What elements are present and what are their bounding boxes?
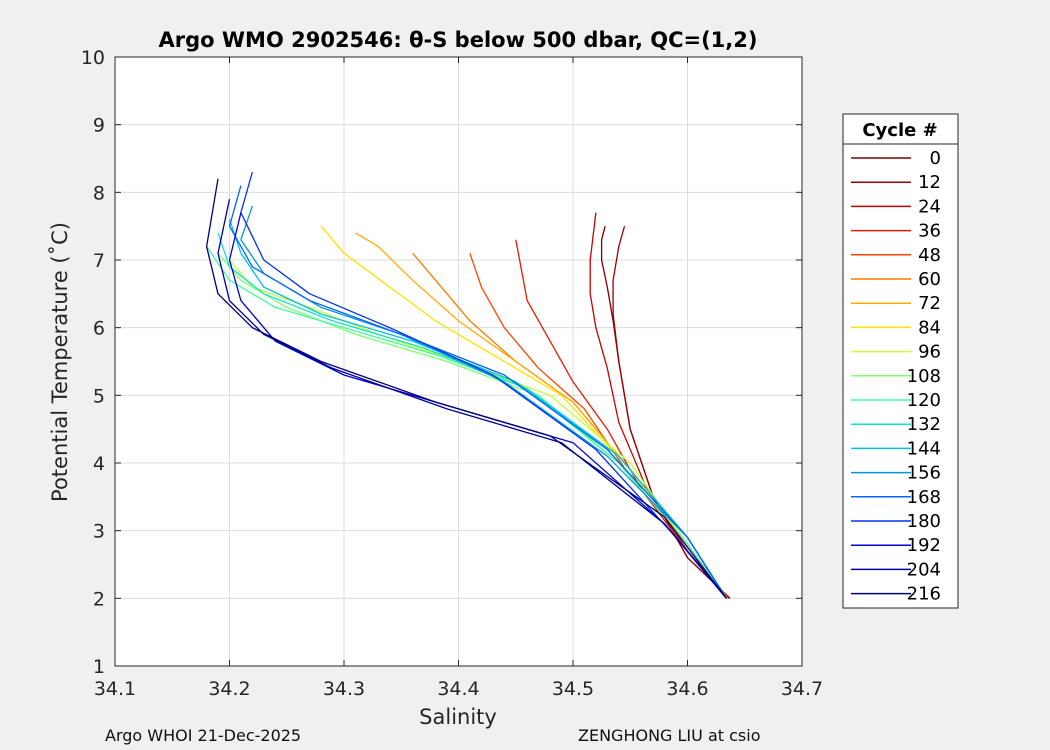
legend-label: 120 — [907, 390, 941, 411]
legend-label: 60 — [918, 269, 941, 290]
ticks: 34.1 34.2 34.3 34.4 34.5 34.6 34.7 1 2 3 4 5 6 7 8 9 10 — [81, 47, 823, 700]
legend: Cycle # 0 12 24 36 48 60 72 84 96 108 120 132 144 156… — [842, 113, 959, 609]
x-tick-label: 34.7 — [781, 678, 823, 700]
y-tick-label: 2 — [93, 588, 105, 610]
y-tick-label: 6 — [93, 318, 105, 340]
x-tick-label: 34.3 — [323, 678, 365, 700]
legend-label: 0 — [930, 148, 941, 169]
legend-label: 180 — [907, 511, 941, 532]
series-line-cycle-192 — [228, 212, 727, 599]
footer-left: Argo WHOI 21-Dec-2025 — [105, 726, 302, 745]
legend-label: 204 — [907, 559, 941, 580]
legend-label: 192 — [907, 535, 941, 556]
x-tick-label: 34.2 — [208, 678, 250, 700]
legend-box — [842, 113, 959, 609]
series-line-cycle-36 — [515, 239, 729, 599]
legend-label: 84 — [918, 317, 941, 338]
series-line-cycle-144 — [228, 219, 727, 599]
x-tick-label: 34.5 — [552, 678, 594, 700]
legend-entries: 0 12 24 36 48 60 72 84 96 108 120 132 144 156 168 180 19… — [851, 148, 941, 605]
legend-label: 72 — [918, 293, 941, 314]
series-line-cycle-84 — [320, 225, 727, 599]
x-tick-label: 34.4 — [437, 678, 479, 700]
legend-label: 144 — [907, 438, 941, 459]
y-tick-label: 10 — [81, 47, 105, 69]
legend-label: 96 — [918, 342, 941, 363]
legend-label: 216 — [907, 584, 941, 605]
chart-title: Argo WMO 2902546: θ-S below 500 dbar, QC… — [159, 28, 758, 52]
y-tick-label: 1 — [93, 656, 105, 678]
legend-label: 132 — [907, 414, 941, 435]
legend-label: 108 — [907, 366, 941, 387]
series-line-cycle-180 — [240, 171, 727, 599]
y-tick-label: 5 — [93, 385, 105, 407]
x-tick-label: 34.6 — [666, 678, 708, 700]
y-tick-label: 8 — [93, 182, 105, 204]
x-tick-label: 34.1 — [94, 678, 136, 700]
y-tick-label: 3 — [93, 521, 105, 543]
legend-label: 36 — [918, 221, 941, 242]
legend-label: 48 — [918, 245, 941, 266]
series-group — [205, 171, 731, 599]
legend-label: 156 — [907, 463, 941, 484]
series-line-cycle-24 — [589, 212, 730, 599]
legend-label: 24 — [918, 196, 941, 217]
legend-label: 168 — [907, 487, 941, 508]
series-line-cycle-216 — [205, 178, 727, 599]
series-line-cycle-168 — [228, 185, 727, 599]
y-tick-label: 4 — [93, 453, 105, 475]
y-tick-label: 9 — [93, 115, 105, 137]
legend-title: Cycle # — [862, 120, 937, 141]
x-axis-label: Salinity — [419, 705, 497, 729]
legend-label: 12 — [918, 172, 941, 193]
y-tick-label: 7 — [93, 250, 105, 272]
footer-right: ZENGHONG LIU at csio — [578, 726, 761, 745]
series-line-cycle-204 — [217, 198, 727, 599]
y-axis-label: Potential Temperature (˚C) — [48, 222, 72, 502]
